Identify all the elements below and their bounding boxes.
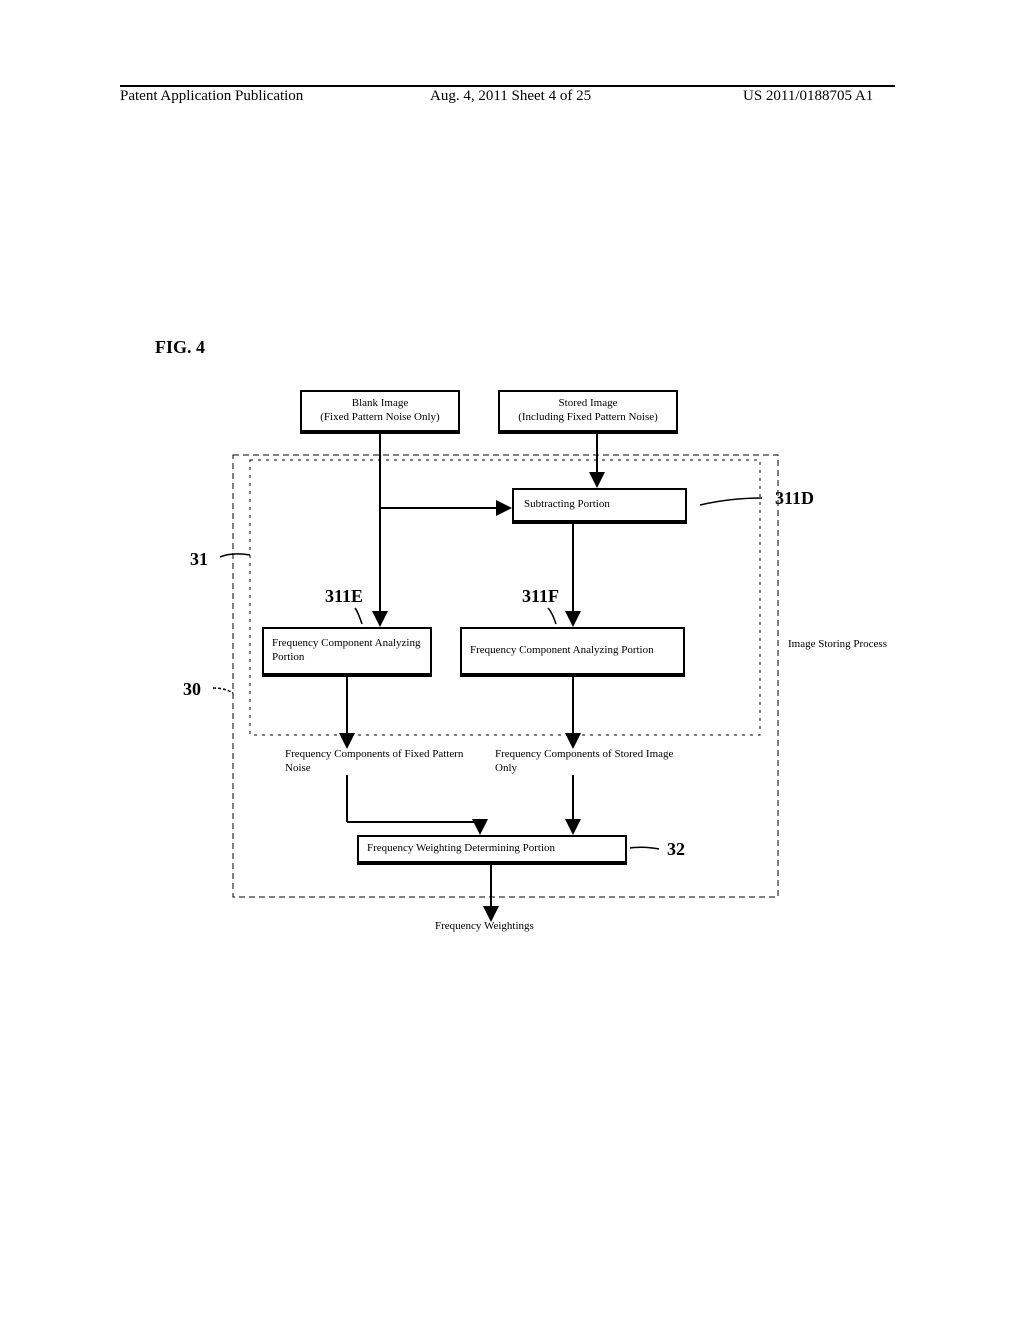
label-output: Frequency Weightings xyxy=(435,920,585,934)
label-out-311E: Frequency Components of Fixed Pattern No… xyxy=(285,748,465,776)
ref-311F: 311F xyxy=(522,586,559,607)
block-311E: Frequency Component Analyzing Portion xyxy=(262,627,432,677)
subtract-text: Subtracting Portion xyxy=(524,498,610,512)
stored-line1: Stored Image xyxy=(559,397,618,409)
stored-line2: (Including Fixed Pattern Noise) xyxy=(518,411,658,423)
label-image-storing: Image Storing Process xyxy=(788,638,908,652)
header-line xyxy=(120,85,895,87)
blank-line1: Blank Image xyxy=(352,397,409,409)
figure-label: FIG. 4 xyxy=(155,337,205,358)
f-text: Frequency Component Analyzing Portion xyxy=(470,644,654,658)
ref-30: 30 xyxy=(183,679,201,700)
header-left: Patent Application Publication xyxy=(120,88,303,105)
blank-line2: (Fixed Pattern Noise Only) xyxy=(320,411,439,423)
block-subtracting: Subtracting Portion xyxy=(512,488,687,524)
ref-311D: 311D xyxy=(775,488,814,509)
block-311F: Frequency Component Analyzing Portion xyxy=(460,627,685,677)
weight-text: Frequency Weighting Determining Portion xyxy=(367,842,555,856)
ref-311E: 311E xyxy=(325,586,363,607)
label-out-311F: Frequency Components of Stored Image Onl… xyxy=(495,748,695,776)
block-weighting: Frequency Weighting Determining Portion xyxy=(357,835,627,865)
header-center: Aug. 4, 2011 Sheet 4 of 25 xyxy=(430,88,591,105)
block-stored-image: Stored Image (Including Fixed Pattern No… xyxy=(498,390,678,434)
block-blank-image: Blank Image (Fixed Pattern Noise Only) xyxy=(300,390,460,434)
ref-31: 31 xyxy=(190,549,208,570)
e-text: Frequency Component Analyzing Portion xyxy=(272,637,426,665)
header-right: US 2011/0188705 A1 xyxy=(743,88,873,105)
ref-32: 32 xyxy=(667,839,685,860)
